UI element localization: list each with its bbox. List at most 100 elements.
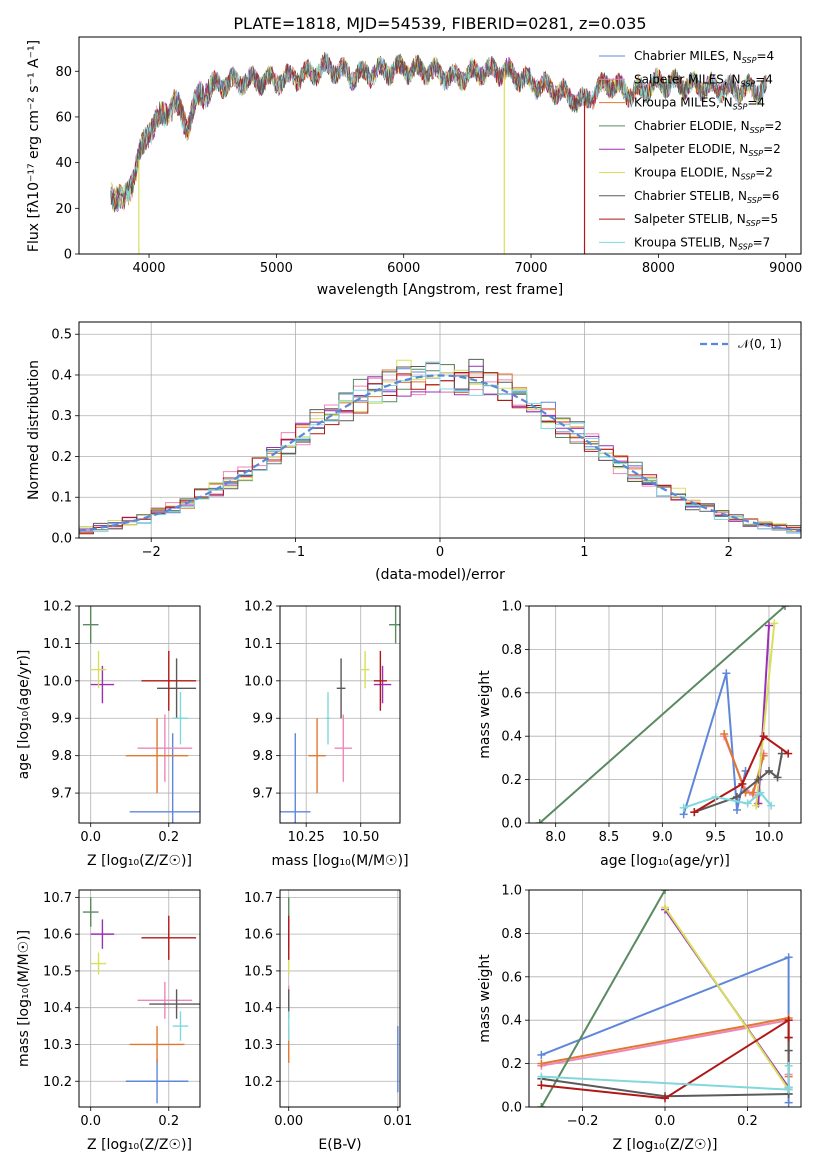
legend-label: Kroupa STELIB, NSSP=7 <box>634 235 770 251</box>
y-axis-label: mass weight <box>477 670 493 759</box>
y-tick-label: 0.0 <box>51 532 72 547</box>
x-tick-label: 4000 <box>132 261 165 276</box>
x-tick-label: 8.0 <box>545 830 566 845</box>
y-tick-label: 10.3 <box>244 1038 273 1053</box>
legend-label: Salpeter ELODIE, NSSP=2 <box>634 142 781 158</box>
y-tick-label: 10.0 <box>43 674 72 689</box>
y-tick-label: 9.7 <box>51 787 72 802</box>
x-tick-label: 0.00 <box>274 1114 303 1129</box>
y-tick-label: 10.7 <box>43 891 72 906</box>
x-tick-label: 9.0 <box>652 830 673 845</box>
x-tick-label: 2 <box>725 545 733 560</box>
legend-count: =2 <box>755 166 773 180</box>
y-tick-label: 10.1 <box>43 637 72 652</box>
y-tick-label: 10.6 <box>244 928 273 943</box>
weight-line <box>539 606 786 823</box>
y-tick-label: 10.2 <box>43 1075 72 1090</box>
x-tick-label: 7000 <box>514 261 547 276</box>
y-tick-label: 40 <box>55 156 72 171</box>
mass_vs_ebv-axes <box>276 890 400 1111</box>
normal-curve <box>79 374 801 532</box>
legend-label: Kroupa MILES, NSSP=4 <box>634 96 765 112</box>
mass_vs_Z-frame <box>78 889 201 1108</box>
mass_vs_Z-points <box>82 897 200 1104</box>
y-tick-label: 0.6 <box>501 970 522 985</box>
y-tick-label: 9.8 <box>51 749 72 764</box>
y-axis-label: mass weight <box>477 954 493 1043</box>
x-tick-label: 8000 <box>642 261 675 276</box>
legend-subscript: SSP <box>742 56 757 65</box>
x-tick-label: 0.2 <box>158 830 179 845</box>
y-tick-label: 80 <box>55 65 72 80</box>
x-tick-label: 0.0 <box>80 830 101 845</box>
histograms <box>79 358 801 537</box>
y-tick-label: 9.8 <box>252 749 273 764</box>
legend-label: Chabrier ELODIE, NSSP=2 <box>634 119 782 135</box>
age_vs_Z-axes <box>75 605 200 827</box>
weight_vs_age-frame <box>528 605 802 824</box>
x-tick-label: −2 <box>142 545 161 560</box>
y-axis-label: age [log₁₀(age/yr)] <box>16 650 32 780</box>
x-tick-label: 0.2 <box>737 1114 758 1129</box>
legend-subscript: SSP <box>747 196 762 205</box>
y-tick-label: 9.9 <box>252 712 273 727</box>
x-tick-label: −0.2 <box>567 1114 599 1129</box>
legend-count: =5 <box>760 212 778 226</box>
legend-subscript: SSP <box>748 149 763 158</box>
legend-label: Kroupa ELODIE, NSSP=2 <box>634 166 773 182</box>
y-tick-label: 0.4 <box>51 368 72 383</box>
x-axis-label: age [log₁₀(age/yr)] <box>600 853 730 869</box>
x-tick-label: 0.01 <box>383 1114 412 1129</box>
legend-subscript: SSP <box>741 173 756 182</box>
spectrum-line <box>110 53 767 211</box>
legend-subscript: SSP <box>750 126 765 135</box>
y-tick-label: 10.5 <box>244 964 273 979</box>
legend-label: Salpeter MILES, NSSP=4 <box>634 72 773 88</box>
weight-line <box>755 623 776 806</box>
age_vs_mass-frame <box>279 605 401 824</box>
y-tick-label: 10.4 <box>43 1001 72 1016</box>
x-axis-label: mass [log₁₀(M/M☉)] <box>271 853 408 869</box>
spectrum-frame <box>78 36 802 255</box>
x-axis-label: Z [log₁₀(Z/Z☉)] <box>87 853 192 869</box>
y-tick-label: 0.4 <box>501 730 522 745</box>
x-tick-label: 10.0 <box>755 830 784 845</box>
x-tick-label: 9000 <box>769 261 802 276</box>
y-tick-label: 0.5 <box>51 328 72 343</box>
x-tick-label: 0.0 <box>655 1114 676 1129</box>
legend-subscript: SSP <box>741 79 756 88</box>
y-tick-label: 0.8 <box>501 643 522 658</box>
legend-subscript: SSP <box>746 219 761 228</box>
legend-label: Chabrier MILES, NSSP=4 <box>634 49 774 65</box>
x-tick-label: 0.0 <box>80 1114 101 1129</box>
weight_vs_Z-lines <box>537 890 793 1107</box>
x-tick-label: 10.50 <box>342 830 379 845</box>
legend-count: =2 <box>763 142 781 156</box>
y-tick-label: 10.6 <box>43 928 72 943</box>
x-tick-label: 6000 <box>387 261 420 276</box>
y-tick-label: 10.1 <box>244 637 273 652</box>
y-tick-label: 20 <box>55 202 72 217</box>
x-tick-label: 0 <box>436 545 444 560</box>
figure-title: PLATE=1818, MJD=54539, FIBERID=0281, z=0… <box>233 14 646 33</box>
x-tick-label: 8.5 <box>599 830 620 845</box>
y-tick-label: 10.5 <box>43 964 72 979</box>
y-tick-label: 0.2 <box>501 1057 522 1072</box>
legend-label: 𝒩(0, 1) <box>738 337 782 351</box>
y-tick-label: 1.0 <box>501 884 522 899</box>
x-tick-label: 5000 <box>260 261 293 276</box>
weight-line <box>540 890 666 1107</box>
legend-subscript: SSP <box>738 242 753 251</box>
weight_vs_age-lines <box>535 606 793 823</box>
x-axis-label: (data-model)/error <box>375 567 505 583</box>
x-axis-label: wavelength [Angstrom, rest frame] <box>317 282 563 298</box>
y-axis-label: mass [log₁₀(M/M☉)] <box>16 930 32 1067</box>
y-tick-label: 0 <box>64 248 72 263</box>
legend-subscript: SSP <box>733 103 748 112</box>
legend-count: =4 <box>755 72 773 86</box>
weight-line <box>541 1018 790 1100</box>
y-tick-label: 0.0 <box>501 1101 522 1116</box>
y-tick-label: 1.0 <box>501 600 522 615</box>
mass_vs_ebv-frame <box>279 889 401 1108</box>
